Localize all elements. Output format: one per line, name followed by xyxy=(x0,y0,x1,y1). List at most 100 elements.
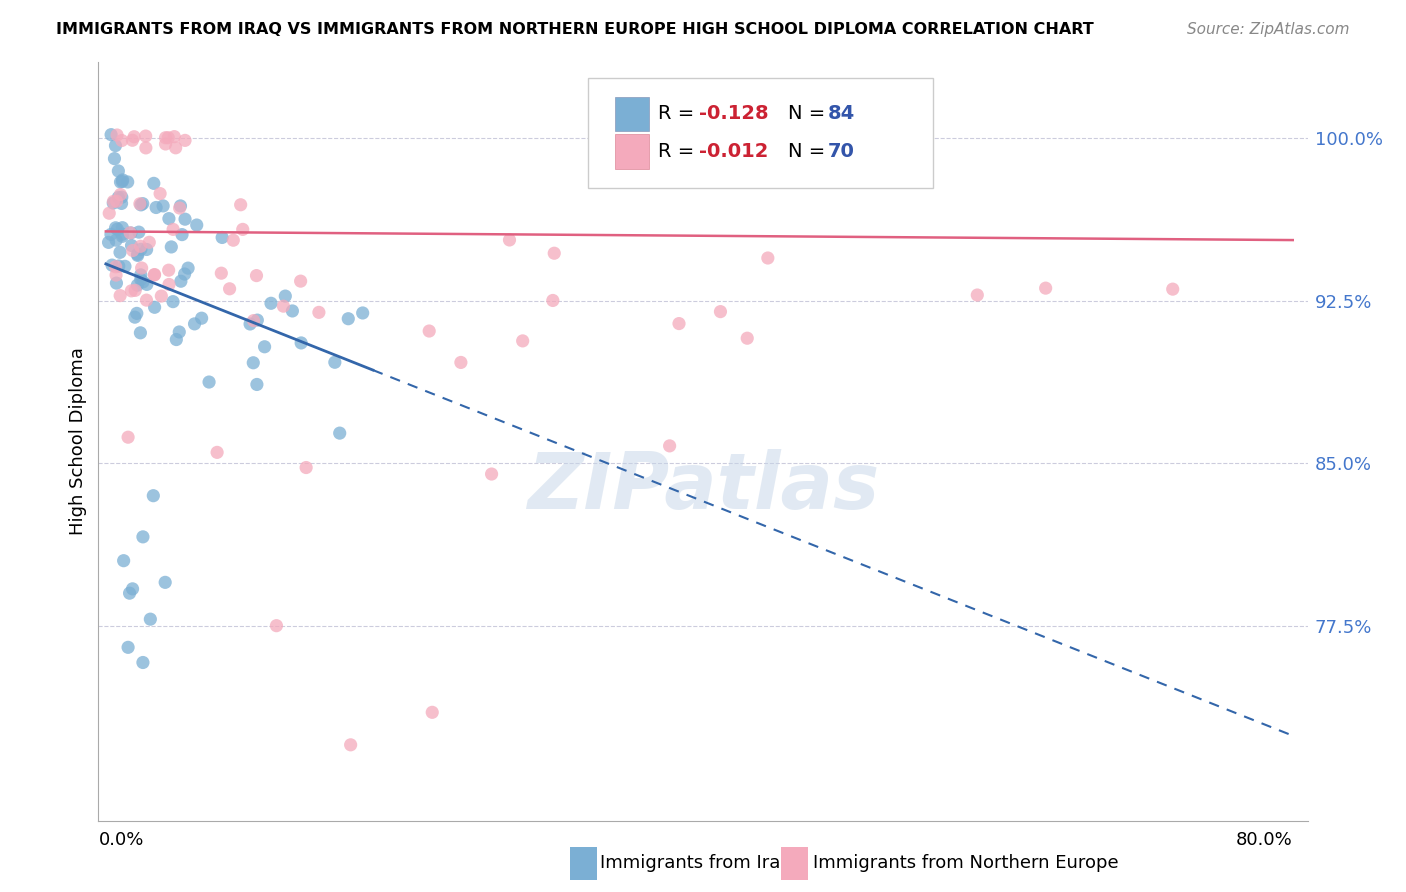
Point xyxy=(111,220,134,235)
Point xyxy=(143,300,166,314)
Point xyxy=(117,175,139,189)
Point xyxy=(242,313,264,327)
Point xyxy=(1161,282,1184,296)
Text: R =: R = xyxy=(658,104,700,123)
Point xyxy=(273,299,295,313)
Point xyxy=(129,196,152,211)
Point xyxy=(129,272,152,286)
Text: 80.0%: 80.0% xyxy=(1236,831,1292,849)
Point xyxy=(135,129,157,144)
Point xyxy=(157,130,180,145)
Point xyxy=(420,706,443,720)
Point xyxy=(135,293,157,307)
Point xyxy=(121,582,143,596)
Point xyxy=(162,294,184,309)
Point xyxy=(153,575,176,590)
Point xyxy=(966,288,988,302)
Point xyxy=(167,325,190,339)
Point xyxy=(155,130,177,145)
Point xyxy=(162,222,184,236)
Point xyxy=(169,201,191,215)
Point xyxy=(120,226,142,240)
Point xyxy=(145,201,167,215)
Point xyxy=(107,164,129,178)
Point xyxy=(222,233,245,247)
Point xyxy=(1035,281,1057,295)
Text: -0.012: -0.012 xyxy=(699,143,769,161)
Point xyxy=(541,293,564,308)
Point xyxy=(129,243,152,257)
Point xyxy=(290,274,312,288)
Point xyxy=(103,152,125,166)
Text: Immigrants from Iraq: Immigrants from Iraq xyxy=(600,855,792,872)
Point xyxy=(170,227,193,242)
Point xyxy=(129,239,152,253)
Text: 84: 84 xyxy=(828,104,855,123)
Point xyxy=(101,258,124,272)
Point xyxy=(112,554,135,568)
Point xyxy=(668,317,690,331)
Point xyxy=(142,489,165,503)
Point xyxy=(239,317,262,331)
Point xyxy=(339,738,361,752)
Point xyxy=(138,235,160,250)
Point xyxy=(111,173,134,187)
Point xyxy=(266,618,288,632)
Point xyxy=(295,460,318,475)
Point xyxy=(110,196,132,211)
Point xyxy=(132,196,155,211)
Point xyxy=(132,656,155,670)
Point xyxy=(111,229,134,244)
Point xyxy=(118,586,141,600)
Point xyxy=(107,259,129,273)
Point xyxy=(103,196,125,211)
Point xyxy=(107,190,129,204)
Point xyxy=(108,288,131,302)
Point xyxy=(100,227,122,242)
Point xyxy=(143,268,166,282)
Point xyxy=(308,305,330,319)
Point xyxy=(229,198,252,212)
Point xyxy=(329,426,352,441)
Point xyxy=(735,331,758,345)
Point xyxy=(121,133,143,147)
Text: Immigrants from Northern Europe: Immigrants from Northern Europe xyxy=(813,855,1118,872)
Bar xyxy=(614,135,648,169)
Point xyxy=(129,326,152,340)
Point xyxy=(100,128,122,142)
Point xyxy=(337,311,360,326)
Point xyxy=(105,128,128,142)
Point xyxy=(323,355,346,369)
Point xyxy=(129,268,152,282)
Text: Source: ZipAtlas.com: Source: ZipAtlas.com xyxy=(1187,22,1350,37)
Text: ZIPatlas: ZIPatlas xyxy=(527,449,879,525)
Point xyxy=(174,212,197,227)
Point xyxy=(165,141,187,155)
Point xyxy=(183,317,205,331)
Text: N =: N = xyxy=(787,143,831,161)
Point xyxy=(124,310,146,325)
Point xyxy=(111,134,134,148)
Point xyxy=(163,129,186,144)
Text: -0.128: -0.128 xyxy=(699,104,769,123)
Point xyxy=(120,226,142,240)
Bar xyxy=(614,96,648,130)
Point xyxy=(190,311,212,326)
Point xyxy=(98,206,121,220)
Point xyxy=(450,355,472,369)
Point xyxy=(174,133,197,147)
Point xyxy=(512,334,534,348)
Point xyxy=(418,324,440,338)
Point xyxy=(281,304,304,318)
Point xyxy=(157,263,180,277)
Point xyxy=(232,222,254,236)
Point xyxy=(122,129,145,144)
Point xyxy=(121,244,143,258)
Point xyxy=(117,640,139,655)
Point xyxy=(110,175,132,189)
Point xyxy=(242,356,264,370)
Point xyxy=(143,268,166,282)
Y-axis label: High School Diploma: High School Diploma xyxy=(69,348,87,535)
Point xyxy=(165,333,187,347)
Point xyxy=(111,190,134,204)
